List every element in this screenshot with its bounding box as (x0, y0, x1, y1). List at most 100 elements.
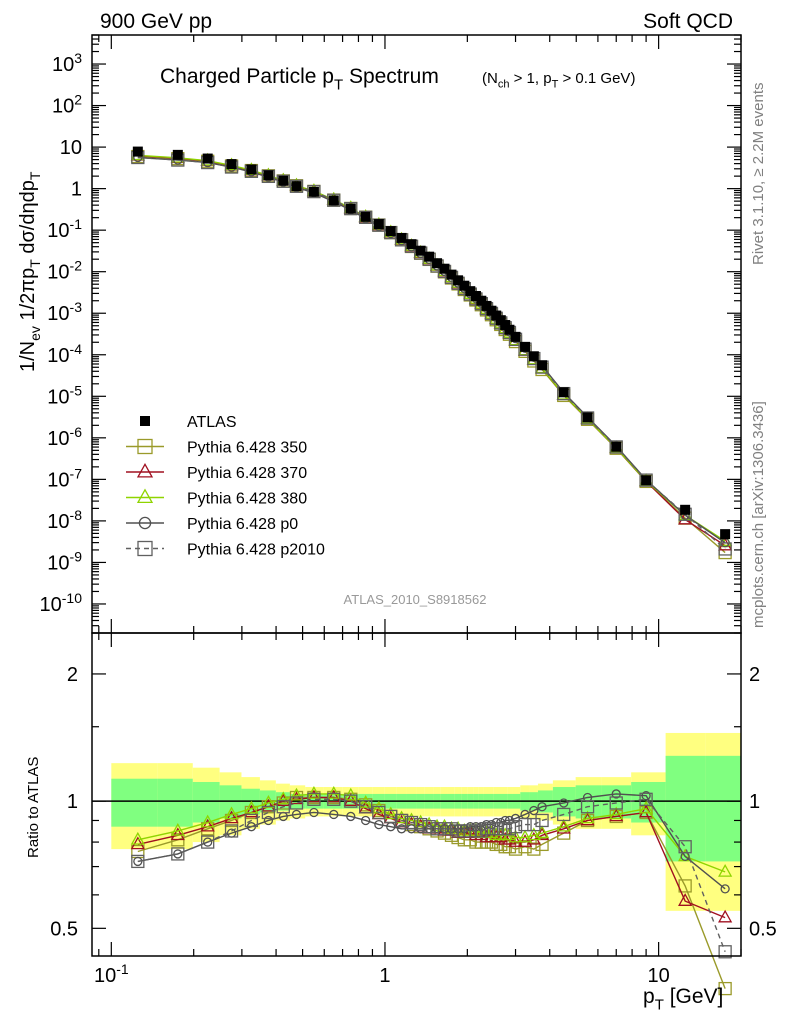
data-point (291, 809, 302, 820)
series-line-ratio (137, 798, 726, 953)
data-point (720, 884, 730, 894)
data-point (517, 829, 533, 843)
data-point (200, 818, 215, 832)
data-point (137, 540, 153, 557)
data-point (529, 805, 539, 816)
data-point (131, 854, 145, 869)
data-point (437, 822, 452, 836)
y-tick-label: 10-8​ (47, 507, 82, 533)
data-point (329, 809, 339, 820)
data-point (535, 813, 549, 828)
data-point-atlas (202, 153, 213, 164)
legend-label: Pythia 6.428 p0 (187, 516, 298, 533)
ratio-y-tick-label-right: 0.5 (749, 918, 777, 940)
data-point-atlas (291, 181, 302, 192)
ratio-y-axis-label: Ratio to ATLAS (25, 757, 42, 858)
data-point (133, 856, 143, 867)
data-point (276, 174, 290, 188)
data-point-atlas (470, 290, 481, 301)
series-line-ratio (137, 793, 726, 890)
data-point (404, 815, 419, 830)
data-point (527, 817, 541, 832)
data-point (359, 210, 373, 224)
data-point (639, 473, 653, 487)
data-point (344, 201, 358, 216)
mcplots-label: mcplots.cern.ch [arXiv:1306.3436] (750, 401, 767, 628)
main-y-axis-label: 1/Nev​ 1/2πpT​ dσ/dηdpT​ (17, 171, 43, 372)
data-point (170, 827, 185, 841)
data-point (518, 817, 532, 832)
y-tick-label: 1 (71, 179, 82, 201)
legend-entry: ATLAS (140, 414, 237, 431)
y-tick-label: 10-9​ (47, 548, 82, 574)
header-left: 900 GeV pp (100, 10, 212, 33)
data-point (224, 810, 239, 824)
legend-label: Pythia 6.428 370 (187, 465, 307, 482)
data-point-atlas (172, 149, 183, 160)
legend-label: Pythia 6.428 350 (187, 440, 307, 457)
data-point (361, 815, 371, 826)
data-point-atlas (396, 232, 407, 243)
ratio-y-tick-label: 0.5 (50, 918, 78, 940)
data-point (718, 945, 732, 959)
ratio-y-tick-label: 2 (67, 664, 78, 686)
data-point (678, 840, 692, 854)
legend-entry: Pythia 6.428 p2010 (126, 540, 325, 559)
data-point-atlas (720, 529, 731, 540)
data-point (276, 800, 290, 814)
data-point (527, 842, 541, 856)
data-point (559, 798, 569, 808)
data-point (394, 810, 409, 824)
data-point-atlas (415, 245, 426, 256)
data-point-atlas (140, 416, 150, 426)
data-point-atlas (308, 186, 319, 197)
legend-entry: Pythia 6.428 370 (126, 462, 307, 482)
data-point (638, 800, 654, 814)
plot-frames (91, 34, 742, 957)
data-point (718, 542, 732, 556)
data-point-atlas (680, 504, 691, 515)
data-point (430, 822, 444, 836)
y-tick-label: 10-3​ (47, 299, 82, 325)
data-point (611, 789, 621, 799)
data-point-atlas (385, 226, 396, 237)
data-point (384, 809, 398, 824)
legend-label: Pythia 6.428 380 (187, 491, 307, 508)
data-point (326, 789, 341, 803)
data-point (582, 792, 593, 803)
y-tick-label: 10-1​ (47, 216, 82, 242)
chart-subtitle: (Nch​ > 1, pT​ > 0.1 GeV) (482, 70, 635, 91)
legend: ATLAS Pythia 6.428 350 Pythia 6.428 370 Pyt… (126, 414, 325, 559)
data-point (609, 796, 623, 810)
data-point (130, 836, 145, 850)
data-point (137, 438, 153, 455)
data-point-atlas (520, 341, 531, 352)
series-line-main (137, 156, 726, 544)
data-point (609, 806, 624, 820)
legend-entry: Pythia 6.428 350 (126, 438, 307, 457)
x-tick-label: 1 (379, 965, 390, 987)
data-point (344, 794, 358, 808)
data-point-atlas (459, 280, 470, 291)
data-point (130, 831, 145, 845)
data-point (306, 789, 322, 803)
analysis-tag: ATLAS_2010_S8918562 (344, 592, 487, 607)
data-point (394, 813, 409, 828)
data-point-atlas (132, 146, 143, 157)
data-point (534, 825, 550, 838)
legend-label: ATLAS (187, 414, 237, 431)
ratio-y-tick-label: 1 (67, 791, 78, 813)
data-point (307, 184, 321, 199)
data-point (201, 835, 215, 849)
ratio-y-tick-label-right: 2 (749, 664, 760, 686)
legend-entry: Pythia 6.428 p0 (126, 516, 298, 533)
data-point (327, 792, 341, 806)
y-tick-label: 10 (60, 137, 82, 159)
y-tick-label: 10-2​ (47, 258, 82, 284)
data-point (200, 814, 215, 828)
y-tick-label: 10-4​ (47, 341, 82, 367)
data-point (678, 893, 693, 906)
data-point (580, 411, 595, 425)
data-point-atlas (528, 351, 539, 362)
data-point (136, 462, 154, 478)
